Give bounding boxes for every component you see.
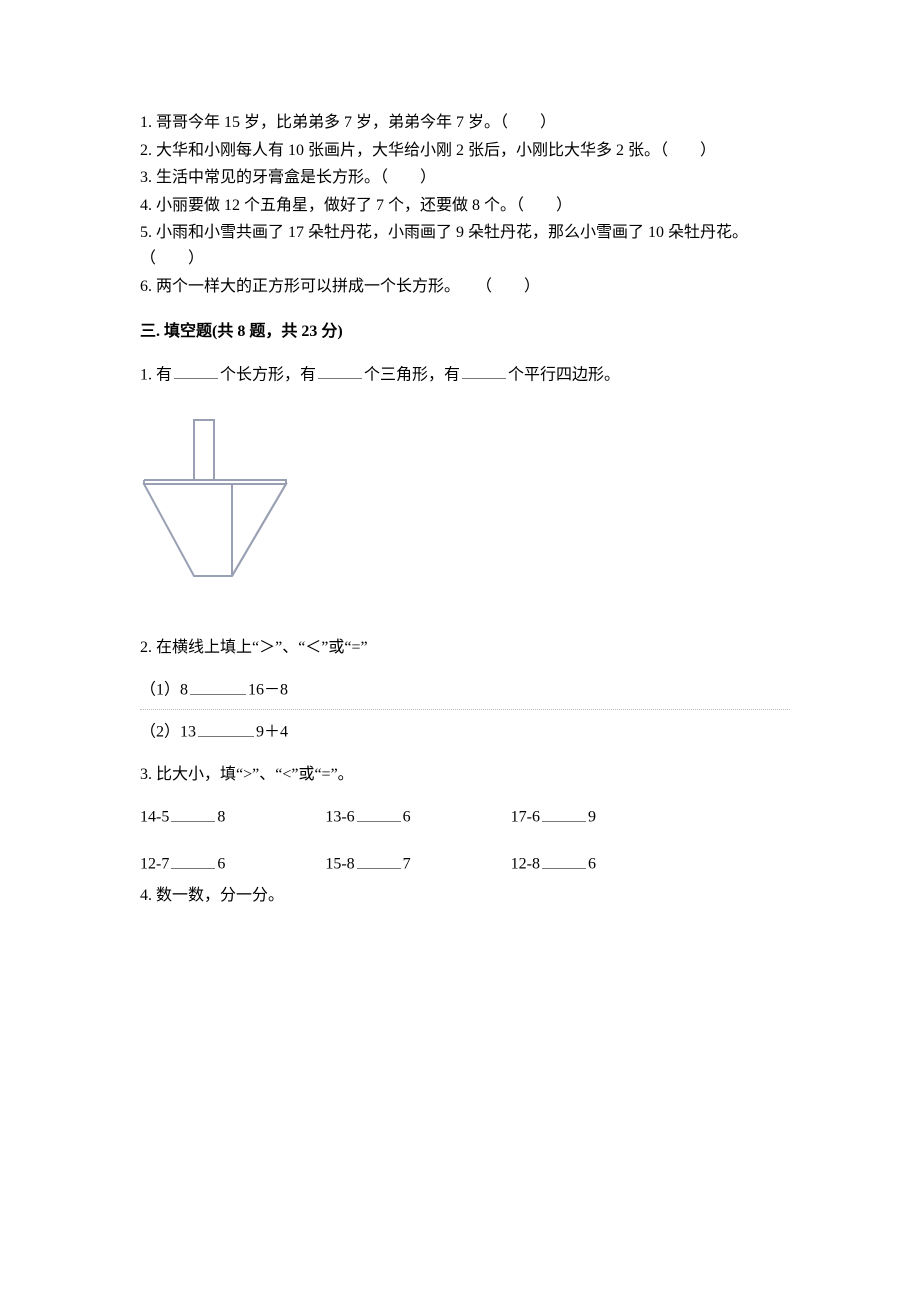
fill-q2b-left: （2）13 <box>140 724 196 741</box>
cmp-right: 8 <box>217 809 225 826</box>
blank <box>462 361 506 380</box>
cmp-left: 12-8 <box>511 856 540 873</box>
shape-diagram-svg <box>140 416 290 586</box>
cmp-right: 9 <box>588 809 596 826</box>
blank <box>357 803 401 822</box>
fill-q2a-right: 16－8 <box>248 682 288 699</box>
fill-q1-mid2: 个三角形，有 <box>364 366 460 383</box>
fill-q1-mid1: 个长方形，有 <box>220 366 316 383</box>
section-3-title: 三. 填空题(共 8 题，共 23 分) <box>140 319 790 345</box>
cmp-item: 15-8 7 <box>325 850 410 877</box>
cmp-left: 12-7 <box>140 856 169 873</box>
fill-q3-row1: 14-5 8 13-6 6 17-6 9 <box>140 803 790 830</box>
fill-q2b: （2）13 9＋4 <box>140 718 790 745</box>
blank <box>171 803 215 822</box>
tf-q5: 5. 小雨和小雪共画了 17 朵牡丹花，小雨画了 9 朵牡丹花，那么小雪画了 1… <box>140 220 790 271</box>
cmp-right: 7 <box>403 856 411 873</box>
blank <box>542 850 586 869</box>
blank <box>174 361 218 380</box>
blank <box>542 803 586 822</box>
blank <box>171 850 215 869</box>
cmp-item: 17-6 9 <box>511 803 596 830</box>
cmp-right: 6 <box>217 856 225 873</box>
cmp-left: 14-5 <box>140 809 169 826</box>
blank <box>357 850 401 869</box>
tf-q1: 1. 哥哥今年 15 岁，比弟弟多 7 岁，弟弟今年 7 岁。（ ） <box>140 110 790 136</box>
shape-diagram <box>140 416 790 595</box>
fill-q2a: （1）8 16－8 <box>140 676 790 703</box>
tf-q3: 3. 生活中常见的牙膏盒是长方形。（ ） <box>140 165 790 191</box>
fill-q1: 1. 有 个长方形，有 个三角形，有 个平行四边形。 <box>140 361 790 388</box>
fill-q3-row2: 12-7 6 15-8 7 12-8 6 <box>140 850 790 877</box>
fill-q2a-left: （1）8 <box>140 682 188 699</box>
blank <box>198 718 254 737</box>
cmp-left: 15-8 <box>325 856 354 873</box>
cmp-right: 6 <box>588 856 596 873</box>
cmp-item: 13-6 6 <box>325 803 410 830</box>
cmp-right: 6 <box>403 809 411 826</box>
page: 1. 哥哥今年 15 岁，比弟弟多 7 岁，弟弟今年 7 岁。（ ） 2. 大华… <box>0 0 920 1302</box>
fill-q4: 4. 数一数，分一分。 <box>140 883 790 909</box>
blank <box>318 361 362 380</box>
cmp-item: 12-8 6 <box>511 850 596 877</box>
tf-q4: 4. 小丽要做 12 个五角星，做好了 7 个，还要做 8 个。（ ） <box>140 193 790 219</box>
fill-q1-pre: 1. 有 <box>140 366 172 383</box>
cmp-item: 14-5 8 <box>140 803 225 830</box>
tf-q6: 6. 两个一样大的正方形可以拼成一个长方形。 （ ） <box>140 274 790 300</box>
cmp-left: 13-6 <box>325 809 354 826</box>
cmp-item: 12-7 6 <box>140 850 225 877</box>
fill-q2-prompt: 2. 在横线上填上“＞”、“＜”或“=” <box>140 635 790 661</box>
blank <box>190 676 246 695</box>
fill-q1-post: 个平行四边形。 <box>508 366 620 383</box>
dotted-rule <box>140 709 790 710</box>
tf-q2: 2. 大华和小刚每人有 10 张画片，大华给小刚 2 张后，小刚比大华多 2 张… <box>140 138 790 164</box>
fill-q3-prompt: 3. 比大小，填“>”、“<”或“=”。 <box>140 762 790 788</box>
cmp-left: 17-6 <box>511 809 540 826</box>
fill-q2b-right: 9＋4 <box>256 724 288 741</box>
